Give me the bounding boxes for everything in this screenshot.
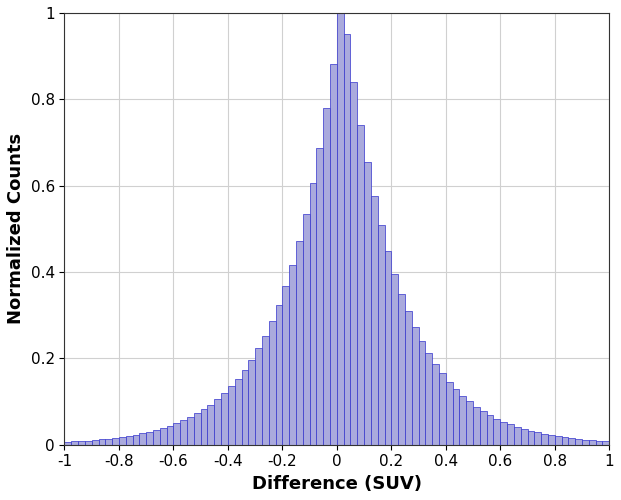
Bar [371,196,378,445]
Bar [235,378,242,445]
Bar [534,432,541,445]
Bar [589,440,596,445]
Bar [166,426,173,445]
Bar [432,364,439,445]
Bar [378,225,384,445]
Bar [337,13,343,445]
Bar [207,404,214,445]
Bar [255,348,262,445]
Bar [146,432,153,445]
Bar [507,424,514,445]
Bar [283,286,289,445]
Bar [561,438,568,445]
Bar [228,386,235,445]
Bar [139,434,146,445]
Bar [494,418,501,445]
Bar [112,438,119,445]
Bar [460,396,466,445]
Bar [160,428,166,445]
Bar [201,410,207,445]
Bar [132,434,139,445]
Bar [194,414,201,445]
Bar [466,402,473,445]
Bar [317,148,324,445]
Bar [65,442,71,445]
Bar [453,389,460,445]
Bar [119,437,126,445]
Bar [446,382,453,445]
Bar [364,162,371,445]
Bar [480,411,487,445]
Bar [153,430,160,445]
Bar [582,440,589,445]
Bar [343,34,350,445]
Bar [296,241,303,445]
Bar [391,274,398,445]
Bar [289,265,296,445]
Bar [262,336,269,445]
Bar [419,341,425,445]
Bar [541,434,548,445]
Bar [99,440,106,445]
Bar [173,424,180,445]
Bar [71,442,78,445]
Bar [180,420,187,445]
Bar [324,108,330,445]
Bar [221,393,228,445]
Bar [514,426,521,445]
Bar [269,321,276,445]
Bar [501,422,507,445]
Bar [92,440,99,445]
Y-axis label: Normalized Counts: Normalized Counts [7,134,25,324]
X-axis label: Difference (SUV): Difference (SUV) [252,475,422,493]
Bar [310,183,317,445]
Bar [78,441,85,445]
Bar [548,435,555,445]
Bar [248,360,255,445]
Bar [106,438,112,445]
Bar [276,304,283,445]
Bar [575,439,582,445]
Bar [425,353,432,445]
Bar [473,406,480,445]
Bar [568,438,575,445]
Bar [214,400,221,445]
Bar [126,436,132,445]
Bar [487,415,494,445]
Bar [521,429,527,445]
Bar [412,327,419,445]
Bar [384,250,391,445]
Bar [187,417,194,445]
Bar [350,82,357,445]
Bar [330,64,337,445]
Bar [85,440,92,445]
Bar [555,436,561,445]
Bar [439,374,446,445]
Bar [405,312,412,445]
Bar [242,370,248,445]
Bar [527,430,534,445]
Bar [357,125,364,445]
Bar [303,214,310,445]
Bar [398,294,405,445]
Bar [596,441,602,445]
Bar [602,441,609,445]
